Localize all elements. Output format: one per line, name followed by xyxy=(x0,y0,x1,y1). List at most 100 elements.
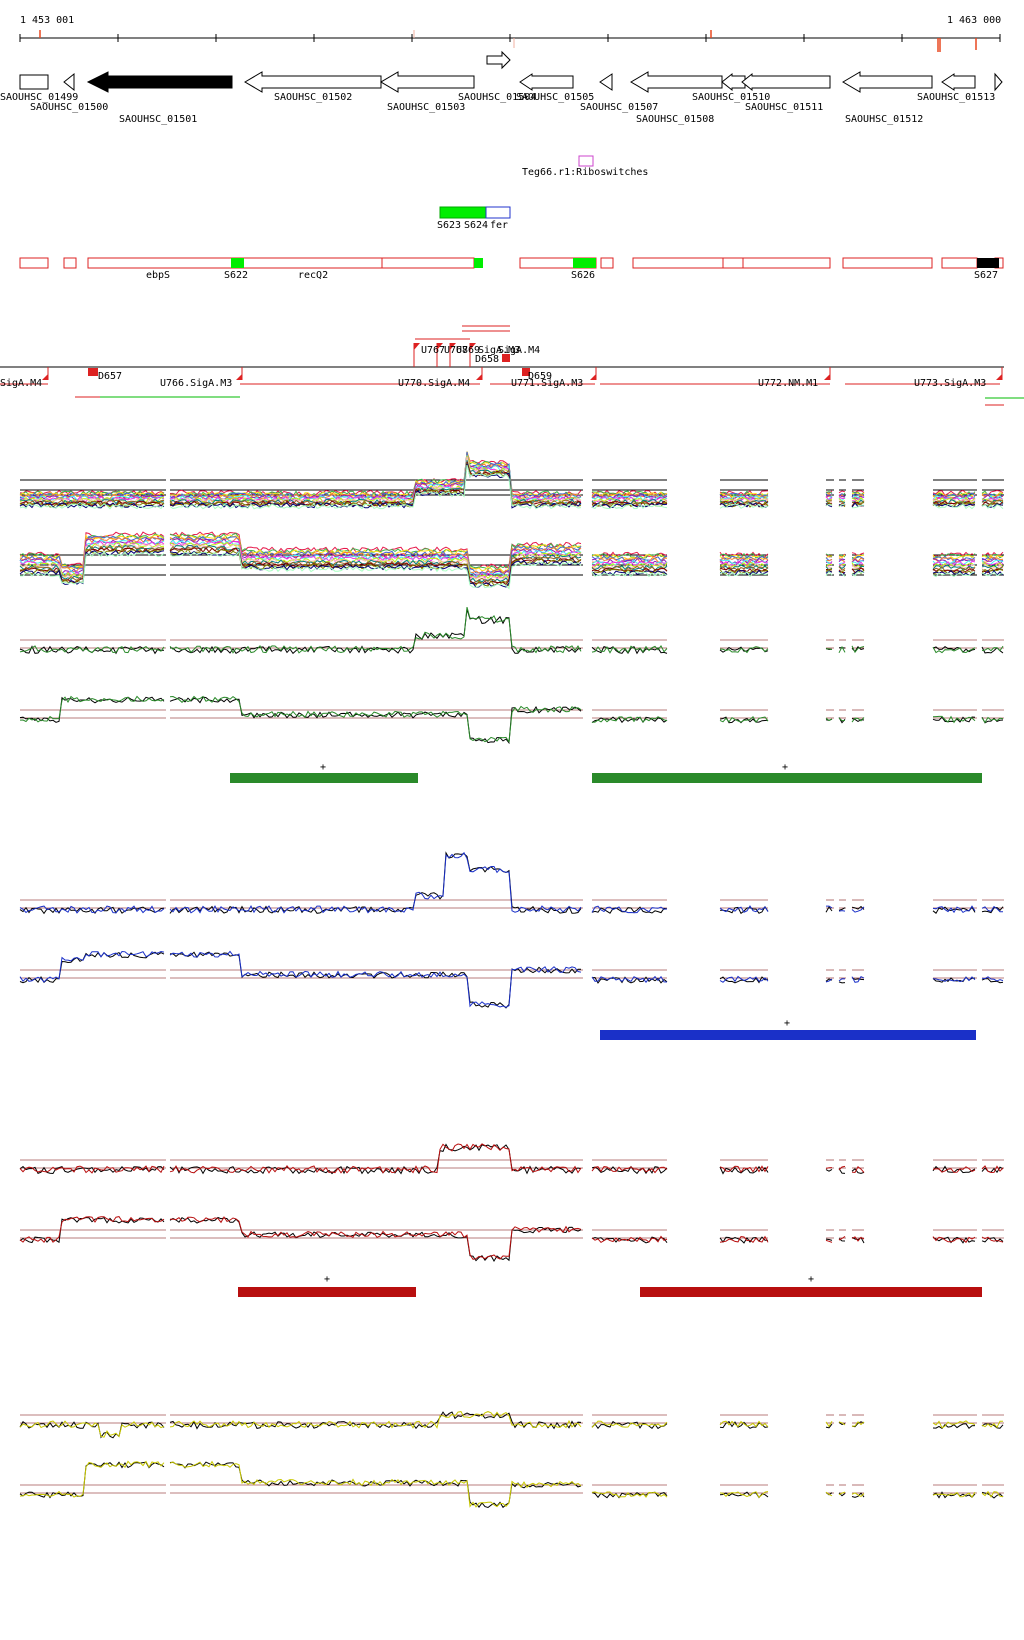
condition-trace xyxy=(851,571,865,577)
reference-trace xyxy=(19,1461,165,1499)
condition-trace xyxy=(838,558,846,563)
condition-trace xyxy=(932,503,975,508)
condition-trace xyxy=(825,570,833,577)
segment-box[interactable] xyxy=(722,257,744,269)
reference-trace xyxy=(19,1216,165,1244)
riboswitch-label: Teg66.r1:Riboswitches xyxy=(522,167,648,178)
condition-trace xyxy=(932,571,976,578)
condition-trace xyxy=(19,548,165,585)
segment-fill-green[interactable] xyxy=(573,258,596,268)
s-feature-box[interactable] xyxy=(485,206,511,219)
condition-trace xyxy=(169,462,582,508)
segment-box[interactable] xyxy=(519,257,575,269)
gene-label: SAOUHSC_01512 xyxy=(845,114,923,125)
condition-trace xyxy=(932,1166,976,1173)
gene-arrow[interactable] xyxy=(941,73,976,91)
segment-box[interactable] xyxy=(63,257,77,269)
segment-label: S626 xyxy=(571,270,595,281)
condition-trace xyxy=(169,460,582,505)
condition-trace xyxy=(932,905,976,914)
segment-fill-black[interactable] xyxy=(977,258,999,268)
segment-box[interactable] xyxy=(19,257,49,269)
condition-trace xyxy=(20,550,165,585)
condition-trace xyxy=(19,1460,165,1498)
condition-trace xyxy=(591,644,668,654)
condition-trace xyxy=(825,1167,833,1169)
reference-trace xyxy=(720,905,769,915)
condition-trace xyxy=(838,978,846,982)
condition-trace xyxy=(719,500,769,507)
condition-trace xyxy=(591,1420,668,1428)
segment-box[interactable] xyxy=(842,257,933,269)
condition-trace xyxy=(169,454,582,502)
gene-arrow[interactable] xyxy=(519,73,574,91)
segment-box[interactable] xyxy=(632,257,724,269)
condition-trace xyxy=(169,695,582,744)
condition-trace xyxy=(19,539,165,576)
promoter-label: U766.SigA.M3 xyxy=(160,378,232,389)
gene-arrow[interactable] xyxy=(599,73,613,91)
enrichment-bar[interactable] xyxy=(592,773,982,783)
gene-arrow[interactable] xyxy=(63,72,75,92)
condition-trace xyxy=(851,975,865,983)
condition-trace xyxy=(851,1492,865,1498)
condition-trace xyxy=(932,1491,976,1498)
condition-trace xyxy=(838,494,846,498)
segment-fill-green[interactable] xyxy=(474,258,483,268)
segment-box[interactable] xyxy=(87,257,233,269)
condition-trace xyxy=(825,569,833,572)
condition-trace xyxy=(825,503,833,507)
condition-trace xyxy=(981,568,1004,574)
condition-trace xyxy=(981,556,1004,563)
gene-arrow[interactable] xyxy=(630,71,723,93)
gene-arrow-highlighted[interactable] xyxy=(86,71,233,93)
condition-trace xyxy=(932,555,976,562)
condition-trace xyxy=(169,950,582,1008)
reference-trace xyxy=(169,851,582,914)
gene-arrow[interactable] xyxy=(486,50,511,70)
riboswitch-box[interactable] xyxy=(578,155,594,167)
reference-trace xyxy=(591,976,668,984)
enrichment-bar[interactable] xyxy=(600,1030,976,1040)
segment-box[interactable] xyxy=(231,257,383,269)
condition-trace xyxy=(851,717,865,723)
gene-arrow[interactable] xyxy=(842,71,933,93)
condition-trace xyxy=(825,503,833,508)
gene-arrow[interactable] xyxy=(380,71,475,93)
bar-label: + xyxy=(784,1018,790,1029)
enrichment-bar[interactable] xyxy=(640,1287,982,1297)
reference-trace xyxy=(838,907,846,911)
reference-trace xyxy=(825,1168,833,1172)
segment-fill-green[interactable] xyxy=(231,258,244,268)
segment-label: S627 xyxy=(974,270,998,281)
reference-trace xyxy=(825,906,833,913)
promoter-label: D657 xyxy=(98,371,122,382)
condition-trace xyxy=(838,572,846,577)
gene-arrow[interactable] xyxy=(244,71,382,93)
condition-trace xyxy=(851,569,865,576)
gene-arrow[interactable] xyxy=(19,74,49,90)
reference-trace xyxy=(169,696,582,745)
gene-arrow[interactable] xyxy=(741,72,831,92)
segment-box[interactable] xyxy=(600,257,614,269)
segment-box[interactable] xyxy=(941,257,978,269)
reference-trace xyxy=(981,906,1004,914)
condition-trace xyxy=(719,905,769,913)
segment-box[interactable] xyxy=(742,257,831,269)
enrichment-bar[interactable] xyxy=(238,1287,416,1297)
condition-trace xyxy=(932,1420,976,1429)
gene-arrow[interactable] xyxy=(994,72,1003,92)
s-feature-box[interactable] xyxy=(439,206,487,219)
condition-trace xyxy=(932,499,976,506)
segment-box[interactable] xyxy=(381,257,475,269)
condition-trace xyxy=(838,557,846,563)
reference-trace xyxy=(169,609,582,655)
condition-trace xyxy=(19,1216,165,1244)
enrichment-bar[interactable] xyxy=(230,773,418,783)
condition-trace xyxy=(591,552,668,559)
promoter-label: U768 xyxy=(444,345,468,356)
condition-panel-green xyxy=(19,606,1004,783)
condition-trace xyxy=(19,547,165,584)
condition-trace xyxy=(169,1143,582,1174)
s-feature-label: fer xyxy=(490,220,508,231)
